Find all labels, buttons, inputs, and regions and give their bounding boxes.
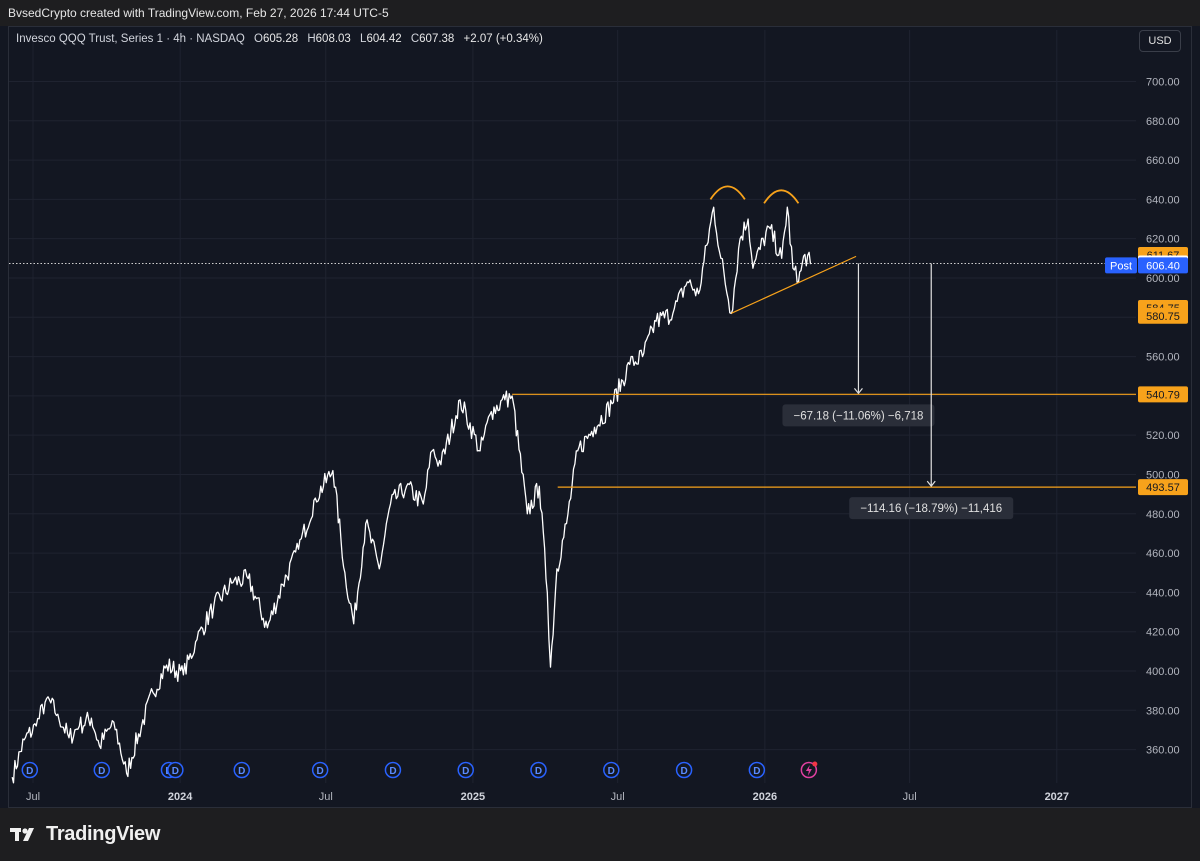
price-axis-label: 580.75: [1146, 311, 1180, 323]
x-tick-label: 2025: [461, 791, 485, 803]
measure-label: −67.18 (−11.06%) −6,718: [793, 410, 923, 422]
dividend-marker-icon: [21, 761, 39, 779]
tradingview-logo-text: TradingView: [46, 823, 161, 845]
dividend-marker-icon: [457, 761, 474, 779]
measure-label: −114.16 (−18.79%) −11,416: [860, 503, 1002, 515]
price-axis-label-box: [1138, 307, 1188, 324]
dividend-marker-label: D: [172, 766, 179, 777]
measure-arrow-head: [926, 480, 936, 488]
dividend-marker-icon: [603, 761, 620, 779]
low-value: 604.42: [366, 33, 402, 45]
dividend-marker-label: D: [462, 766, 469, 777]
y-tick-label: 520.00: [1146, 430, 1180, 442]
dividend-marker-label: D: [608, 766, 615, 777]
change-value: +2.07 (+0.34%): [463, 33, 543, 45]
price-axis-label-box: [1138, 257, 1188, 274]
footer-bar: [0, 808, 1200, 861]
open-value: 605.28: [262, 33, 299, 45]
measure-label-box: [849, 497, 1014, 520]
y-tick-label: 360.00: [1146, 745, 1180, 757]
creator-bar: BvsedCrypto created with TradingView.com…: [0, 0, 1200, 26]
dividend-marker-icon: [530, 761, 547, 779]
high-value: 608.03: [315, 33, 351, 45]
x-tick-label: Jul: [26, 791, 40, 803]
currency-button[interactable]: USD: [1139, 30, 1181, 52]
y-tick-label: 560.00: [1146, 352, 1180, 364]
x-tick-label: Jul: [319, 791, 333, 803]
measure-label-box: [782, 404, 935, 427]
measure-arrow-head: [853, 387, 863, 395]
post-market-tag: Post: [1110, 260, 1132, 272]
chart-frame: [8, 26, 1192, 808]
dividend-marker-icon: [233, 761, 251, 779]
y-tick-label: 660.00: [1146, 155, 1180, 167]
head-shoulders-arc: [763, 189, 800, 204]
y-tick-label: 420.00: [1146, 627, 1180, 639]
dividend-marker-icon: [93, 761, 111, 779]
y-tick-label: 460.00: [1146, 548, 1180, 560]
head-shoulders-arc: [709, 185, 746, 200]
event-alert-dot: [812, 761, 818, 767]
dividend-marker-label: D: [238, 766, 245, 777]
low-label: L: [360, 33, 367, 45]
post-market-tag-box: [1105, 257, 1137, 274]
dividend-marker-label: D: [26, 766, 33, 777]
x-tick-label: 2024: [168, 791, 193, 803]
symbol-legend: Invesco QQQ Trust, Series 1 · 4h · NASDA…: [16, 33, 543, 45]
dividend-marker-label: D: [680, 766, 687, 777]
dividend-marker-label: D: [535, 766, 542, 777]
tradingview-logo-icon: [10, 827, 34, 841]
price-axis-label: 540.79: [1146, 389, 1180, 401]
close-value: 607.38: [419, 33, 455, 45]
price-axis-label: 493.57: [1146, 482, 1180, 494]
x-tick-label: Jul: [903, 791, 917, 803]
dividend-marker-icon: [748, 761, 766, 779]
x-tick-label: Jul: [611, 791, 625, 803]
neckline-trendline: [731, 255, 857, 314]
y-tick-label: 700.00: [1146, 76, 1180, 88]
creator-line: BvsedCrypto created with TradingView.com…: [8, 6, 389, 20]
lightning-icon: [805, 765, 812, 776]
x-tick-label: 2027: [1045, 791, 1069, 803]
dividend-marker-icon: [384, 761, 402, 779]
dividend-marker-label: D: [317, 766, 324, 777]
open-label: O: [254, 33, 263, 45]
y-tick-label: 380.00: [1146, 705, 1180, 717]
y-tick-label: 400.00: [1146, 666, 1180, 678]
y-tick-label: 640.00: [1146, 194, 1180, 206]
dividend-marker-icon: [675, 761, 693, 779]
dividend-marker-icon: [311, 761, 329, 779]
dividend-marker-label: D: [98, 766, 105, 777]
y-tick-label: 620.00: [1146, 234, 1180, 246]
close-label: C: [410, 33, 420, 45]
y-tick-label: 500.00: [1146, 469, 1180, 481]
tradingview-logo[interactable]: TradingView: [10, 823, 160, 846]
y-tick-label: 680.00: [1146, 116, 1180, 128]
x-tick-label: 2026: [753, 791, 777, 803]
price-axis-label-box: [1138, 386, 1188, 403]
y-tick-label: 440.00: [1146, 587, 1180, 599]
symbol-title: Invesco QQQ Trust, Series 1 · 4h · NASDA…: [16, 33, 245, 45]
y-tick-label: 600.00: [1146, 273, 1180, 285]
y-tick-label: 480.00: [1146, 509, 1180, 521]
dividend-marker-icon: [167, 761, 184, 779]
dividend-marker-label: D: [389, 766, 396, 777]
price-axis-label-box: [1138, 479, 1188, 496]
price-axis-label: 606.40: [1146, 260, 1180, 272]
high-label: H: [307, 33, 316, 45]
dividend-marker-label: D: [753, 766, 760, 777]
price-series-line: [11, 206, 812, 784]
